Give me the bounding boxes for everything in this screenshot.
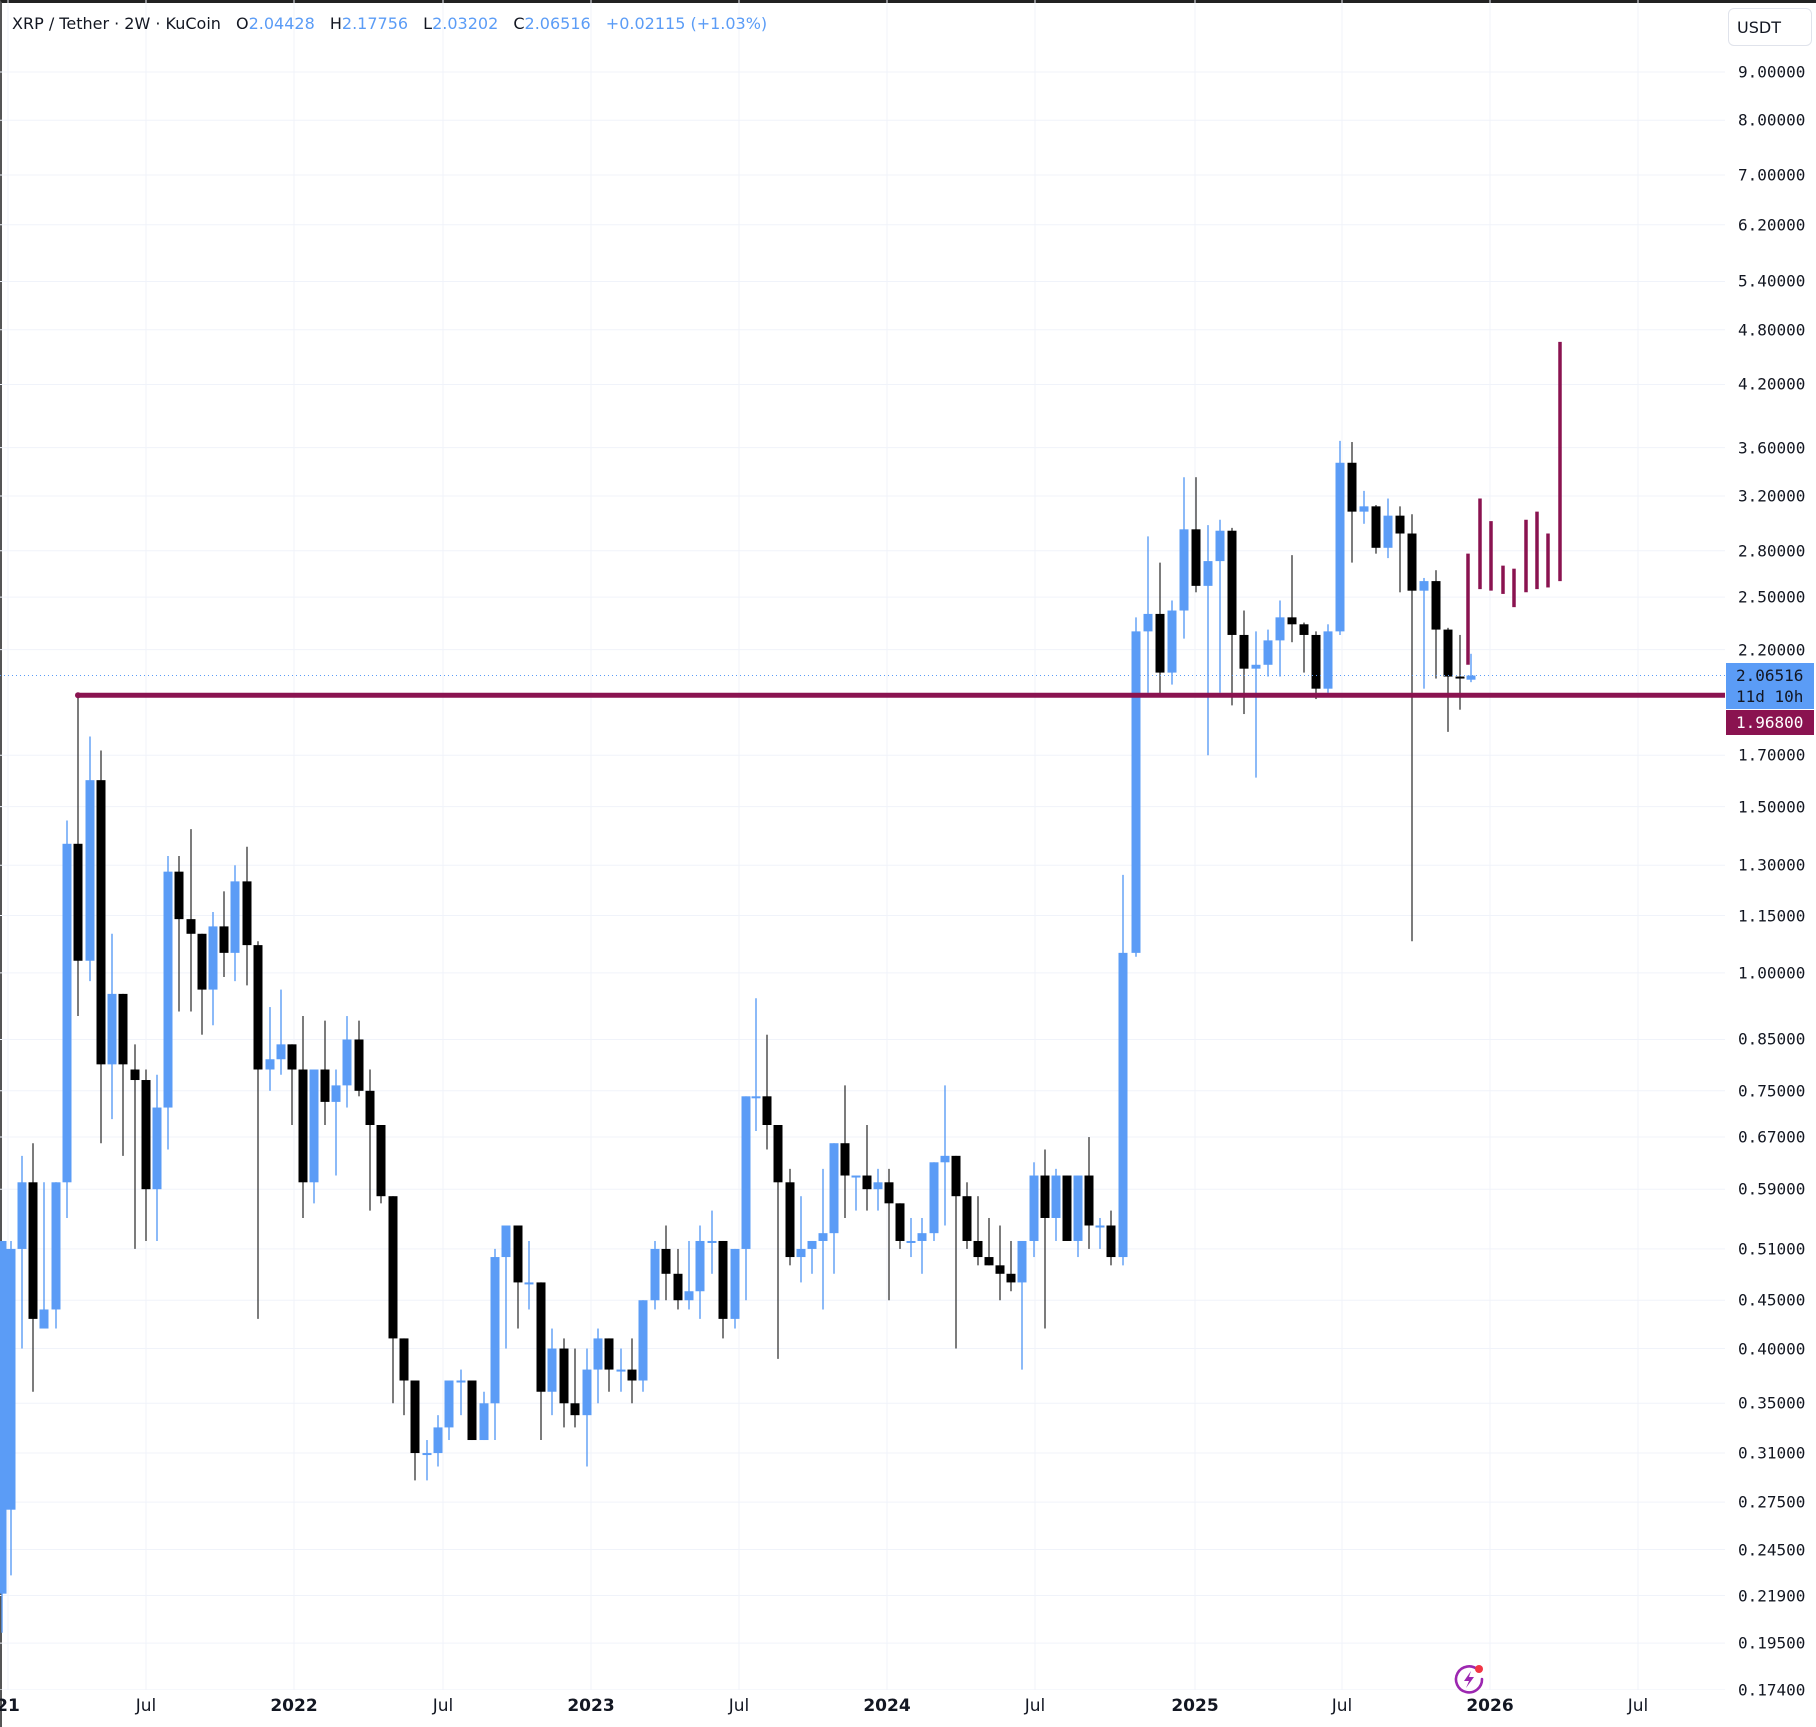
close-value: 2.06516 [524, 14, 591, 33]
high-label: H [329, 14, 342, 33]
price-axis-label: 2.80000 [1738, 541, 1806, 561]
grid-lines [0, 0, 1725, 1690]
price-axis-label: 1.15000 [1738, 906, 1806, 926]
time-axis-label: 2025 [1171, 1696, 1219, 1716]
close-label: C [513, 14, 525, 33]
time-axis-label: Jul [135, 1696, 157, 1716]
price-axis-label: 3.20000 [1738, 486, 1806, 506]
price-axis[interactable]: 9.00000 8.00000 7.00000 6.20000 5.40000 4.800… [1725, 0, 1816, 1727]
symbol-title[interactable]: XRP / Tether · 2W · KuCoin [12, 14, 221, 33]
current-price-tag: 2.06516 11d 10h [1726, 663, 1814, 709]
symbol-legend[interactable]: XRP / Tether · 2W · KuCoin O2.04428 H2.1… [12, 14, 767, 33]
price-axis-label: 1.00000 [1738, 963, 1806, 983]
price-axis-label: 1.70000 [1738, 745, 1806, 765]
low-label: L [423, 14, 433, 33]
support-level-line[interactable] [0, 675, 1725, 699]
price-axis-label: 5.40000 [1738, 271, 1806, 291]
time-axis-label: Jul [728, 1696, 750, 1716]
currency-selector-button[interactable]: USDT [1728, 8, 1812, 46]
time-axis-label: Jul [1331, 1696, 1353, 1716]
price-axis-label: 0.17400 [1738, 1680, 1806, 1700]
time-axis-label: Jul [1024, 1696, 1046, 1716]
price-axis-label: 7.00000 [1738, 165, 1806, 185]
time-axis-label: 2024 [863, 1696, 911, 1716]
price-axis-label: 0.85000 [1738, 1029, 1806, 1049]
price-axis-label: 0.51000 [1738, 1239, 1806, 1259]
price-axis-label: 0.67000 [1738, 1127, 1806, 1147]
change-value: +0.02115 (+1.03%) [605, 14, 768, 33]
price-axis-label: 0.27500 [1738, 1492, 1806, 1512]
price-axis-label: 4.80000 [1738, 320, 1806, 340]
time-axis-label: 2023 [567, 1696, 615, 1716]
price-axis-label: 0.75000 [1738, 1081, 1806, 1101]
price-axis-label: 0.40000 [1738, 1339, 1806, 1359]
price-axis-label: 4.20000 [1738, 374, 1806, 394]
candlestick-series [0, 440, 1476, 1633]
price-axis-label: 0.19500 [1738, 1633, 1806, 1653]
projection-bars [1466, 341, 1562, 665]
price-axis-label: 0.31000 [1738, 1443, 1806, 1463]
price-axis-label: 6.20000 [1738, 215, 1806, 235]
open-label: O [236, 14, 249, 33]
price-axis-label: 9.00000 [1738, 62, 1806, 82]
time-axis-label: 2026 [1466, 1696, 1514, 1716]
price-axis-label: 2.50000 [1738, 587, 1806, 607]
high-value: 2.17756 [341, 14, 409, 33]
price-axis-label: 3.60000 [1738, 438, 1806, 458]
low-value: 2.03202 [432, 14, 499, 33]
price-axis-label: 2.20000 [1738, 640, 1806, 660]
open-value: 2.04428 [248, 14, 315, 33]
price-axis-label: 0.24500 [1738, 1540, 1806, 1560]
price-axis-label: 1.30000 [1738, 855, 1806, 875]
price-axis-label: 1.50000 [1738, 797, 1806, 817]
price-axis-label: 0.35000 [1738, 1393, 1806, 1413]
current-price-value: 2.06516 [1736, 666, 1804, 685]
level-price-tag: 1.96800 [1726, 710, 1814, 735]
price-axis-label: 8.00000 [1738, 110, 1806, 130]
time-axis-label: 21 [0, 1696, 20, 1716]
bar-countdown: 11d 10h [1736, 687, 1804, 706]
price-axis-label: 0.59000 [1738, 1179, 1806, 1199]
time-axis-label: 2022 [270, 1696, 318, 1716]
price-axis-label: 0.21900 [1738, 1586, 1806, 1606]
lightning-alert-icon[interactable] [1452, 1662, 1486, 1696]
price-axis-label: 0.45000 [1738, 1290, 1806, 1310]
price-chart-plot[interactable] [0, 0, 1725, 1690]
time-axis-label: Jul [1627, 1696, 1649, 1716]
time-axis-label: Jul [432, 1696, 454, 1716]
